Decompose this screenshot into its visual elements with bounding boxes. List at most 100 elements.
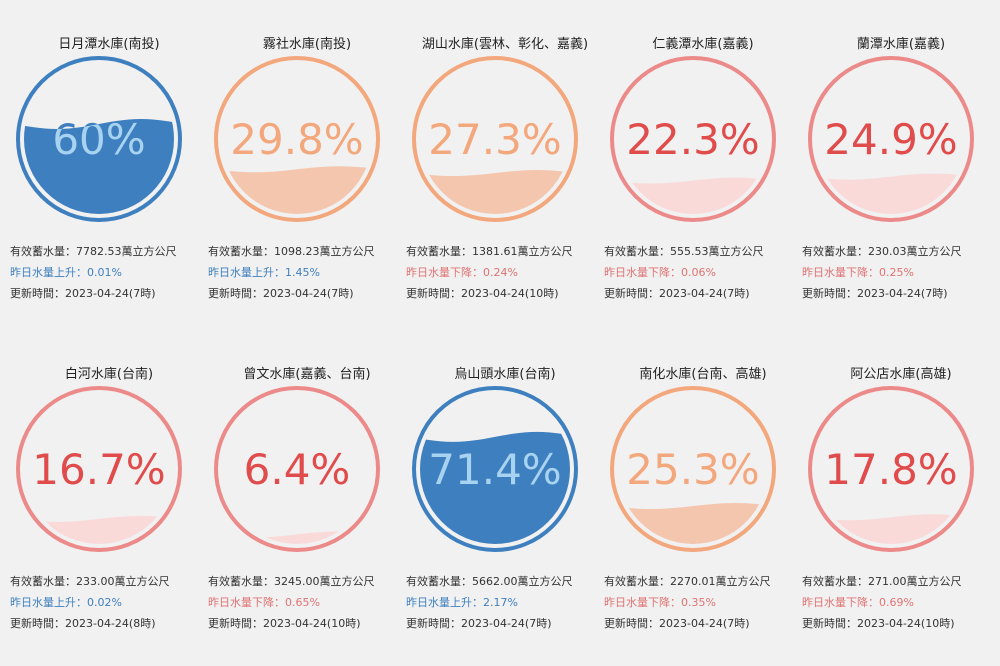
- reservoir-card: 南化水庫(台南、高雄) 25.3% 25.3% 有效蓄水量：2270.01萬立方公尺昨…: [604, 363, 802, 663]
- update-time-text: 更新時間：2023-04-24(8時): [10, 617, 156, 630]
- reservoir-name: 仁義潭水庫(嘉義): [652, 37, 754, 52]
- water-percent-label: 25.3%: [626, 445, 759, 494]
- effective-storage-text: 有效蓄水量：233.00萬立方公尺: [10, 575, 170, 588]
- daily-change-text: 昨日水量下降：0.69%: [802, 596, 914, 609]
- update-time-text: 更新時間：2023-04-24(7時): [406, 617, 552, 630]
- water-level-gauge: 27.3% 27.3%: [411, 55, 579, 223]
- gauge-svg: 29.8%29.8%: [214, 56, 380, 222]
- gauge-svg: 25.3%25.3%: [610, 386, 776, 552]
- update-time-text: 更新時間：2023-04-24(7時): [604, 617, 750, 630]
- water-percent-label: 6.4%: [244, 445, 351, 494]
- reservoir-card: 白河水庫(台南) 16.7% 16.7% 有效蓄水量：233.00萬立方公尺 昨日水量上…: [10, 363, 208, 663]
- water-level-gauge: 17.8% 17.8%: [807, 385, 975, 553]
- reservoir-name: 蘭潭水庫(嘉義): [856, 37, 946, 52]
- reservoir-info: 有效蓄水量：7782.53萬立方公尺 昨日水量上升：0.01% 更新時間：2023-…: [10, 241, 208, 304]
- effective-storage-text: 有效蓄水量：271.00萬立方公尺: [802, 575, 962, 588]
- reservoir-name: 烏山頭水庫(台南): [454, 367, 556, 382]
- reservoir-info: 有效蓄水量：1381.61萬立方公尺 昨日水量下降：0.24% 更新時間：2023-…: [406, 241, 604, 304]
- reservoir-card: 烏山頭水庫(台南) 71.4%71.4% 有效蓄水量：5662.00萬立方公尺昨日水…: [406, 363, 604, 663]
- update-time-text: 更新時間：2023-04-24(10時): [802, 617, 955, 630]
- reservoir-name: 南化水庫(台南、高雄): [639, 367, 767, 382]
- reservoir-card: 仁義潭水庫(嘉義) 22.3% 22.3% 有效蓄水量：555.53萬立方公尺 昨日水量…: [604, 33, 802, 333]
- daily-change-text: 昨日水量下降：0.25%: [802, 266, 914, 279]
- gauge-ring: [610, 56, 776, 222]
- water-level-gauge: 71.4%71.4%: [411, 385, 579, 553]
- daily-change-text: 昨日水量上升：1.45%: [208, 266, 320, 279]
- reservoir-info: 有效蓄水量：230.03萬立方公尺 昨日水量下降：0.25% 更新時間：2023-0…: [802, 241, 1000, 304]
- reservoir-card: 霧社水庫(南投) 29.8% 29.8% 有效蓄水量：1098.23萬立方公尺 昨日水量…: [208, 33, 406, 333]
- water-fill: [618, 503, 768, 544]
- reservoir-card: 蘭潭水庫(嘉義) 24.9% 24.9% 有效蓄水量：230.03萬立方公尺 昨日水量下…: [802, 33, 1000, 333]
- water-percent-label: 16.7%: [32, 445, 165, 494]
- reservoir-info: 有效蓄水量：2270.01萬立方公尺 昨日水量下降：0.35% 更新時間：2023-…: [604, 571, 802, 634]
- reservoir-name: 霧社水庫(南投): [262, 37, 352, 52]
- gauge-ring: [16, 56, 182, 222]
- water-level-gauge: 60%60%: [15, 55, 183, 223]
- effective-storage-text: 有效蓄水量：1098.23萬立方公尺: [208, 245, 375, 258]
- update-time-text: 更新時間：2023-04-24(7時): [10, 287, 156, 300]
- water-level-gauge: 25.3% 25.3%: [609, 385, 777, 553]
- gauge-ring: [808, 56, 974, 222]
- reservoir-name: 曾文水庫(嘉義、台南): [243, 367, 371, 382]
- reservoir-card: 曾文水庫(嘉義、台南) 6.4% 6.4% 有效蓄水量：3245.00萬立方公尺 昨日水…: [208, 363, 406, 663]
- effective-storage-text: 有效蓄水量：7782.53萬立方公尺: [10, 245, 177, 258]
- reservoir-name: 白河水庫(台南): [64, 367, 154, 382]
- daily-change-text: 昨日水量下降：0.06%: [604, 266, 716, 279]
- reservoir-info: 有效蓄水量：233.00萬立方公尺 昨日水量上升：0.02% 更新時間：2023-0…: [10, 571, 208, 634]
- water-percent-label: 29.8%: [230, 115, 363, 164]
- reservoir-info: 有效蓄水量：271.00萬立方公尺 昨日水量下降：0.69% 更新時間：2023-0…: [802, 571, 1000, 634]
- reservoir-card: 阿公店水庫(高雄) 17.8% 17.8% 有效蓄水量：271.00萬立方公尺 昨日水量…: [802, 363, 1000, 663]
- gauge-svg: 27.3%27.3%: [412, 56, 578, 222]
- update-time-text: 更新時間：2023-04-24(7時): [208, 287, 354, 300]
- reservoir-name: 阿公店水庫(高雄): [850, 367, 952, 382]
- water-level-gauge: 6.4% 6.4%: [213, 385, 381, 553]
- gauge-svg: 24.9%24.9%: [808, 56, 974, 222]
- reservoir-name: 湖山水庫(雲林、彰化、嘉義): [421, 37, 589, 52]
- daily-change-text: 昨日水量下降：0.24%: [406, 266, 518, 279]
- reservoir-info: 有效蓄水量：555.53萬立方公尺 昨日水量下降：0.06% 更新時間：2023-0…: [604, 241, 802, 304]
- reservoir-name: 日月潭水庫(南投): [58, 37, 160, 52]
- daily-change-text: 昨日水量下降：0.35%: [604, 596, 716, 609]
- gauge-svg: 60%60%: [16, 56, 182, 222]
- water-percent-label: 17.8%: [824, 445, 957, 494]
- water-percent-label: 27.3%: [428, 115, 561, 164]
- daily-change-text: 昨日水量下降：0.65%: [208, 596, 320, 609]
- gauge-svg: 17.8%17.8%: [808, 386, 974, 552]
- reservoir-info: 有效蓄水量：3245.00萬立方公尺 昨日水量下降：0.65% 更新時間：2023-…: [208, 571, 406, 634]
- effective-storage-text: 有效蓄水量：2270.01萬立方公尺: [604, 575, 771, 588]
- water-level-gauge: 16.7% 16.7%: [15, 385, 183, 553]
- reservoir-info: 有效蓄水量：1098.23萬立方公尺 昨日水量上升：1.45% 更新時間：2023-…: [208, 241, 406, 304]
- reservoir-card: 日月潭水庫(南投) 60%60% 有效蓄水量：7782.53萬立方公尺昨日水量上升：…: [10, 33, 208, 333]
- water-percent-label-overlay: 71.4%: [428, 445, 561, 494]
- effective-storage-text: 有效蓄水量：1381.61萬立方公尺: [406, 245, 573, 258]
- daily-change-text: 昨日水量上升：2.17%: [406, 596, 518, 609]
- water-percent-label: 22.3%: [626, 115, 759, 164]
- water-level-gauge: 29.8% 29.8%: [213, 55, 381, 223]
- gauge-svg: 22.3%22.3%: [610, 56, 776, 222]
- water-fill: [24, 119, 174, 214]
- gauge-svg: 71.4%71.4%: [412, 386, 578, 552]
- gauge-ring: [412, 386, 578, 552]
- water-fill: [618, 177, 768, 214]
- update-time-text: 更新時間：2023-04-24(10時): [406, 287, 559, 300]
- gauge-svg: 16.7%16.7%: [16, 386, 182, 552]
- effective-storage-text: 有效蓄水量：555.53萬立方公尺: [604, 245, 764, 258]
- effective-storage-text: 有效蓄水量：230.03萬立方公尺: [802, 245, 962, 258]
- effective-storage-text: 有效蓄水量：3245.00萬立方公尺: [208, 575, 375, 588]
- water-level-gauge: 24.9% 24.9%: [807, 55, 975, 223]
- gauge-svg: 6.4%6.4%: [214, 386, 380, 552]
- water-fill: [816, 173, 966, 214]
- gauge-ring: [214, 386, 380, 552]
- water-fill: [24, 515, 174, 544]
- gauge-ring: [808, 386, 974, 552]
- effective-storage-text: 有效蓄水量：5662.00萬立方公尺: [406, 575, 573, 588]
- water-level-gauge: 22.3% 22.3%: [609, 55, 777, 223]
- daily-change-text: 昨日水量上升：0.02%: [10, 596, 122, 609]
- gauge-ring: [412, 56, 578, 222]
- daily-change-text: 昨日水量上升：0.01%: [10, 266, 122, 279]
- gauge-ring: [16, 386, 182, 552]
- gauge-ring: [214, 56, 380, 222]
- water-percent-label: 24.9%: [824, 115, 957, 164]
- update-time-text: 更新時間：2023-04-24(7時): [802, 287, 948, 300]
- reservoir-card: 湖山水庫(雲林、彰化、嘉義) 27.3% 27.3% 有效蓄水量：1381.61萬立方…: [406, 33, 604, 333]
